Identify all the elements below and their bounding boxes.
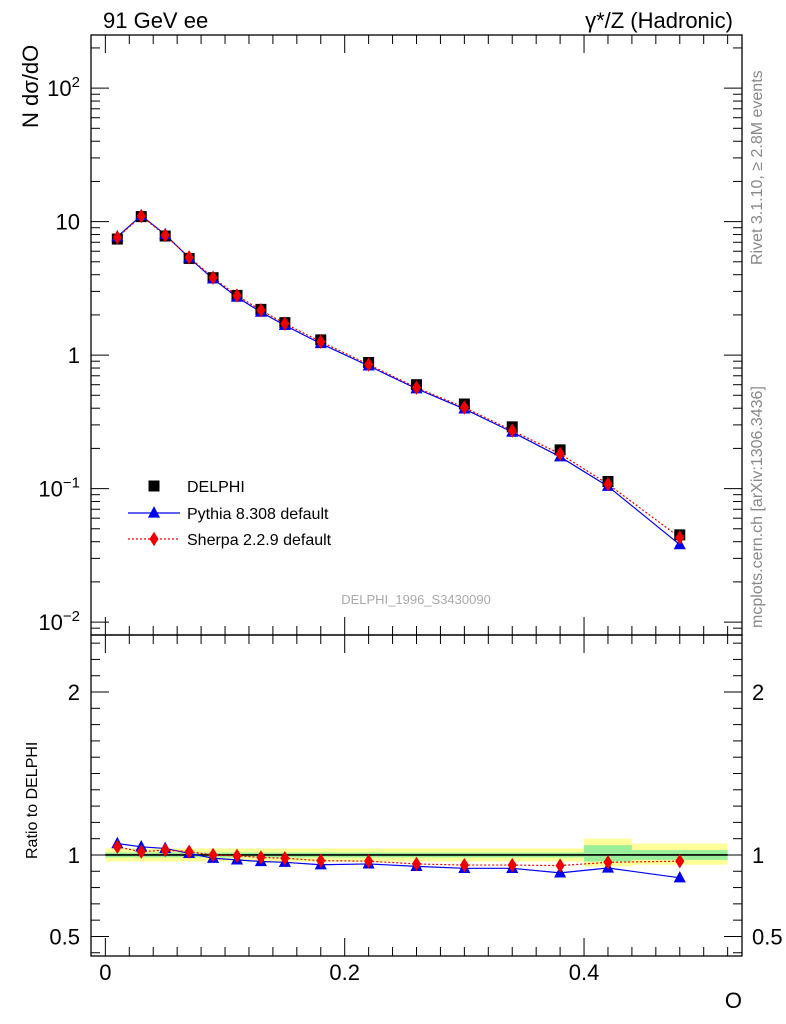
ratio-y-tick-label: 1 [68,843,80,868]
x-tick-label: 0.4 [569,960,600,985]
legend-label: DELPHI [187,479,245,496]
y-tick-label: 10−1 [38,475,80,502]
y-tick-label: 102 [47,74,80,101]
rivet-version-text: Rivet 3.1.10, ≥ 2.8M events [749,70,766,265]
ratio-y-tick-label: 0.5 [49,924,80,949]
data-marker-sherpa [507,423,517,438]
data-marker-pythia [147,506,161,518]
data-marker-sherpa [232,288,242,303]
main-y-axis-label: N dσ/dO [18,45,43,128]
data-marker-sherpa [507,857,517,873]
data-marker-sherpa [136,844,146,859]
ratio-plot-frame [90,634,743,957]
data-marker-pythia [673,870,686,883]
data-marker-sherpa [280,851,290,866]
data-marker-sherpa [675,853,685,869]
data-marker-sherpa [316,334,326,349]
series-line-sherpa [116,215,681,538]
x-axis-label: O [725,988,742,1013]
legend-label: Pythia 8.308 default [187,506,329,523]
data-marker-sherpa [232,848,242,863]
header-right: γ*/Z (Hadronic) [585,8,733,33]
data-marker-sherpa [149,531,159,547]
header-left: 91 GeV ee [103,8,208,33]
data-marker-delphi [148,480,160,492]
data-marker-sherpa [364,853,374,869]
x-tick-label: 0 [99,960,111,985]
y-tick-label: 1 [68,343,80,368]
data-marker-sherpa [208,270,218,285]
data-marker-sherpa [160,228,170,243]
data-marker-sherpa [555,446,565,462]
ratio-y-tick-label-right: 0.5 [752,924,783,949]
legend-label: Sherpa 2.2.9 default [187,532,332,549]
ratio-y-axis-label: Ratio to DELPHI [24,742,41,859]
y-tick-label: 10 [56,210,80,235]
data-marker-sherpa [256,850,266,865]
mcplots-site-text: mcplots.cern.ch [arXiv:1306.3436] [749,386,766,628]
data-marker-sherpa [136,208,146,224]
x-tick-label: 0.2 [329,960,360,985]
data-marker-sherpa [364,357,374,372]
series-line-pythia [116,214,681,546]
data-marker-sherpa [316,853,326,868]
data-marker-sherpa [256,302,266,318]
data-marker-sherpa [459,400,469,415]
data-marker-sherpa [208,847,218,863]
data-marker-sherpa [112,839,122,855]
ratio-y-tick-label-right: 1 [752,843,764,868]
data-marker-sherpa [555,858,565,873]
data-marker-sherpa [603,476,613,492]
data-marker-sherpa [411,856,422,872]
data-marker-sherpa [160,842,170,858]
ratio-y-tick-label-right: 2 [752,680,764,705]
analysis-watermark: DELPHI_1996_S3430090 [341,592,491,607]
data-marker-sherpa [112,230,122,245]
data-marker-sherpa [184,250,194,265]
data-marker-sherpa [603,855,613,870]
y-tick-label: 10−2 [38,608,80,635]
ratio-line-sherpa [117,846,680,867]
data-marker-sherpa [459,857,469,873]
uncertainty-band-green [584,845,632,862]
data-marker-sherpa [184,844,194,859]
ratio-y-tick-label: 2 [68,680,80,705]
data-marker-sherpa [280,316,290,331]
data-marker-sherpa [411,380,422,395]
data-marker-sherpa [675,530,685,545]
